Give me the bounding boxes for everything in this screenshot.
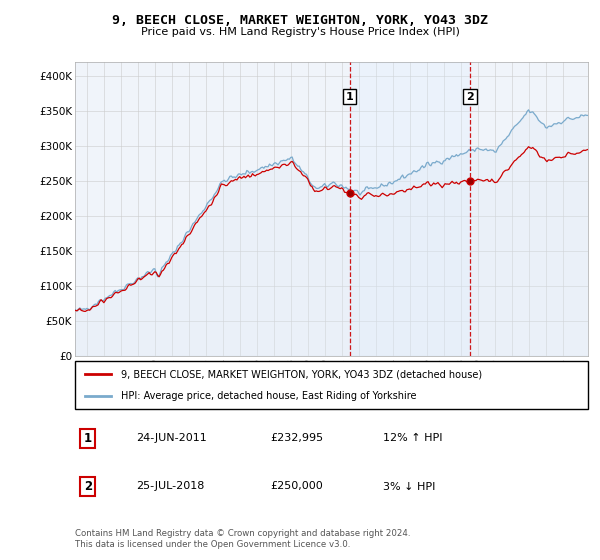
Bar bbox=[350, 62, 470, 356]
Text: 9, BEECH CLOSE, MARKET WEIGHTON, YORK, YO43 3DZ (detached house): 9, BEECH CLOSE, MARKET WEIGHTON, YORK, Y… bbox=[121, 369, 482, 379]
Text: 24-JUN-2011: 24-JUN-2011 bbox=[137, 433, 208, 444]
Text: Contains HM Land Registry data © Crown copyright and database right 2024.
This d: Contains HM Land Registry data © Crown c… bbox=[75, 529, 410, 549]
Text: £250,000: £250,000 bbox=[270, 482, 323, 492]
Text: 9, BEECH CLOSE, MARKET WEIGHTON, YORK, YO43 3DZ: 9, BEECH CLOSE, MARKET WEIGHTON, YORK, Y… bbox=[112, 14, 488, 27]
Text: 1: 1 bbox=[346, 92, 354, 101]
Text: £232,995: £232,995 bbox=[270, 433, 323, 444]
Text: 2: 2 bbox=[84, 480, 92, 493]
Text: 3% ↓ HPI: 3% ↓ HPI bbox=[383, 482, 435, 492]
Text: 12% ↑ HPI: 12% ↑ HPI bbox=[383, 433, 442, 444]
Text: 1: 1 bbox=[84, 432, 92, 445]
Text: Price paid vs. HM Land Registry's House Price Index (HPI): Price paid vs. HM Land Registry's House … bbox=[140, 27, 460, 37]
Text: 25-JUL-2018: 25-JUL-2018 bbox=[137, 482, 205, 492]
Text: 2: 2 bbox=[466, 92, 474, 101]
Text: HPI: Average price, detached house, East Riding of Yorkshire: HPI: Average price, detached house, East… bbox=[121, 391, 416, 401]
